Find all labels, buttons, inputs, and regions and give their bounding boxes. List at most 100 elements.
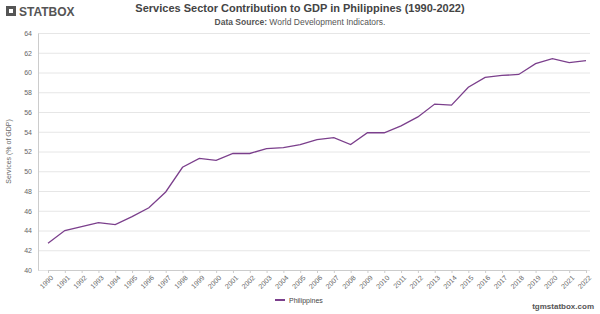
y-tick: 40: [24, 267, 38, 274]
x-tick: 2019: [526, 270, 542, 290]
grid-line: [38, 231, 590, 232]
x-tick: 1990: [38, 270, 54, 290]
x-tick-label: 2006: [307, 274, 323, 290]
x-tick-label: 2000: [207, 274, 223, 290]
grid-tick: [38, 171, 590, 172]
x-tick: 2014: [442, 270, 458, 290]
y-tick: 58: [24, 89, 38, 96]
x-tick-mark: [452, 270, 453, 273]
x-axis: 1990199119921993199419951996199719981999…: [38, 270, 592, 290]
x-tick-label: 2014: [442, 274, 458, 290]
x-tick: 2017: [492, 270, 508, 290]
x-tick-label: 2004: [274, 274, 290, 290]
x-tick: 1992: [72, 270, 88, 290]
x-tick: 2001: [223, 270, 239, 290]
x-tick: 2006: [307, 270, 323, 290]
x-tick: 2003: [257, 270, 273, 290]
grid-line: [38, 250, 590, 251]
x-tick-label: 1990: [38, 274, 54, 290]
x-tick-mark: [569, 270, 570, 273]
x-tick-mark: [267, 270, 268, 273]
x-tick: 2005: [291, 270, 307, 290]
y-tick-label: 40: [24, 267, 32, 274]
x-tick-mark: [418, 270, 419, 273]
grid-line: [38, 132, 590, 133]
watermark: tgmstatbox.com: [532, 302, 594, 311]
x-tick-label: 2003: [257, 274, 273, 290]
x-tick: 1998: [173, 270, 189, 290]
grid: [38, 34, 590, 271]
grid-tick: [38, 53, 590, 54]
x-tick: 2020: [543, 270, 559, 290]
x-tick-mark: [435, 270, 436, 273]
x-tick-label: 2022: [576, 274, 592, 290]
x-tick-label: 2012: [408, 274, 424, 290]
subtitle: Data Source: World Development Indicator…: [215, 17, 386, 27]
y-tick: 46: [24, 207, 38, 214]
x-tick-mark: [334, 270, 335, 273]
y-tick-label: 44: [24, 227, 32, 234]
x-tick: 1991: [55, 270, 71, 290]
y-tick: 62: [24, 49, 38, 56]
x-tick-label: 2007: [324, 274, 340, 290]
x-tick-label: 1995: [123, 274, 139, 290]
x-tick-label: 1999: [190, 274, 206, 290]
y-tick-label: 60: [24, 69, 32, 76]
x-tick-mark: [183, 270, 184, 273]
x-tick-mark: [384, 270, 385, 273]
y-tick: 52: [24, 148, 38, 155]
x-tick: 2021: [560, 270, 576, 290]
grid-line: [38, 152, 590, 153]
series-line: [48, 59, 586, 244]
x-tick: 1994: [106, 270, 122, 290]
grid-line: [38, 53, 590, 54]
x-tick-mark: [48, 270, 49, 273]
x-tick-label: 1992: [72, 274, 88, 290]
x-tick-label: 2017: [492, 274, 508, 290]
x-tick: 2013: [425, 270, 441, 290]
grid-tick: [38, 152, 590, 153]
grid-line: [38, 112, 590, 113]
x-tick-label: 2010: [375, 274, 391, 290]
x-tick: 2022: [576, 270, 592, 290]
grid-line: [38, 191, 590, 192]
x-tick: 2012: [408, 270, 424, 290]
x-tick: 2008: [341, 270, 357, 290]
x-tick: 2018: [509, 270, 525, 290]
y-tick-label: 50: [24, 168, 32, 175]
x-tick-label: 1993: [89, 274, 105, 290]
x-tick-mark: [132, 270, 133, 273]
x-tick-mark: [300, 270, 301, 273]
plot-area: [48, 59, 586, 244]
x-tick-label: 2021: [560, 274, 576, 290]
x-tick: 2002: [240, 270, 256, 290]
x-tick: 2011: [392, 270, 408, 290]
x-tick-mark: [485, 270, 486, 273]
y-tick: 48: [24, 188, 38, 195]
x-tick-mark: [502, 270, 503, 273]
y-tick-label: 62: [24, 49, 32, 56]
x-tick: 1996: [139, 270, 155, 290]
grid-line: [38, 171, 590, 172]
x-tick-mark: [233, 270, 234, 273]
x-tick: 2015: [459, 270, 475, 290]
logo-text: STATBOX: [19, 5, 75, 19]
x-tick-label: 2001: [223, 274, 239, 290]
y-tick: 44: [24, 227, 38, 234]
y-tick: 56: [24, 109, 38, 116]
x-tick-mark: [283, 270, 284, 273]
y-tick: 60: [24, 69, 38, 76]
y-tick-label: 56: [24, 109, 32, 116]
x-tick-label: 2020: [543, 274, 559, 290]
x-tick: 2016: [476, 270, 492, 290]
x-tick-mark: [351, 270, 352, 273]
y-tick-label: 54: [24, 128, 32, 135]
x-tick-label: 1998: [173, 274, 189, 290]
y-axis-line: [38, 34, 39, 271]
grid-tick: [38, 191, 590, 192]
grid-line: [38, 211, 590, 212]
x-tick: 1993: [89, 270, 105, 290]
y-tick-label: 64: [24, 30, 32, 37]
x-tick-label: 2013: [425, 274, 441, 290]
logo-icon: [6, 6, 16, 16]
